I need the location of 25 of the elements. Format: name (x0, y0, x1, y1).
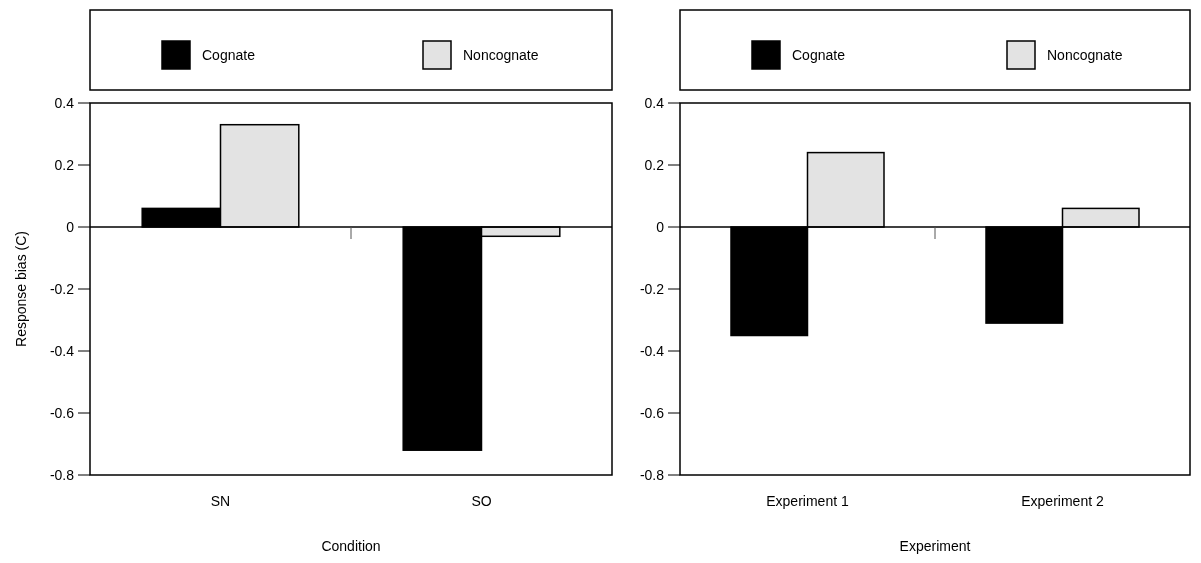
legend-label: Cognate (202, 47, 256, 63)
legend-label: Noncognate (1047, 47, 1123, 63)
x-tick-label: SO (471, 493, 492, 509)
x-tick-label: SN (210, 493, 231, 509)
y-axis-title: Response bias (C) (13, 231, 29, 347)
y-tick-label: -0.8 (639, 467, 665, 483)
y-tick-label: -0.6 (49, 405, 75, 421)
x-tick-label: Experiment 1 (766, 493, 849, 509)
y-tick-label: 0 (66, 219, 75, 235)
y-tick-label: -0.6 (639, 405, 665, 421)
y-tick-label: -0.2 (639, 281, 665, 297)
legend-label: Cognate (792, 47, 846, 63)
x-axis-title: Experiment (899, 538, 971, 554)
y-tick-label: -0.4 (639, 343, 665, 359)
y-tick-label: 0.2 (644, 157, 665, 173)
x-tick-label: Experiment 2 (1021, 493, 1104, 509)
y-tick-label: -0.8 (49, 467, 75, 483)
x-axis-title: Condition (321, 538, 381, 554)
legend-label: Noncognate (463, 47, 539, 63)
y-tick-label: -0.2 (49, 281, 75, 297)
y-tick-label: 0.2 (54, 157, 75, 173)
y-tick-label: 0 (656, 219, 665, 235)
y-tick-label: 0.4 (644, 95, 665, 111)
y-tick-label: 0.4 (54, 95, 75, 111)
y-tick-label: -0.4 (49, 343, 75, 359)
